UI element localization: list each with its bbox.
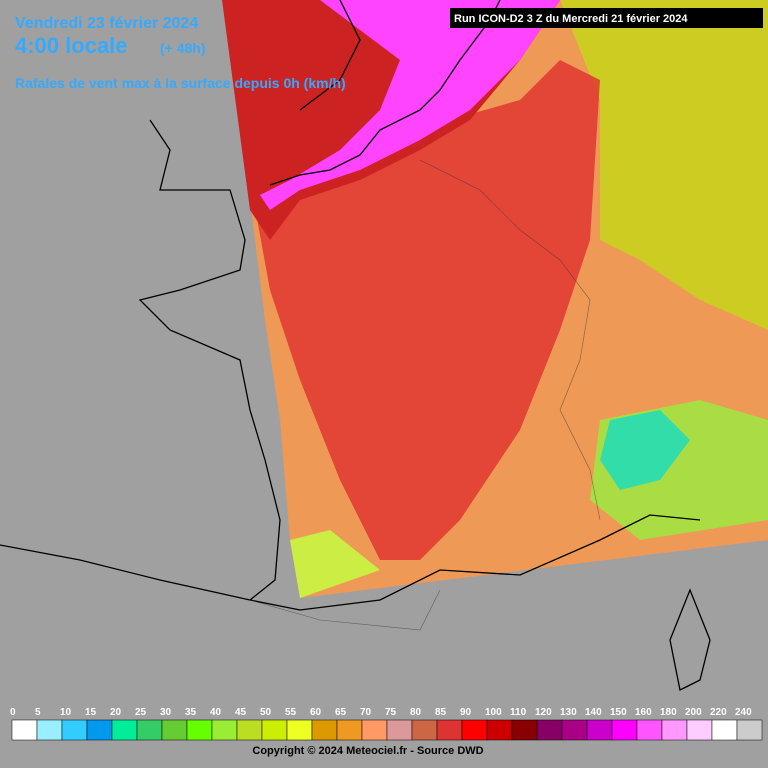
copyright: Copyright © 2024 Meteociel.fr - Source D… [252,745,483,757]
coastline-england [299,0,361,111]
legend-label: 45 [235,707,247,718]
legend-label: 10 [60,707,72,718]
legend-swatch [161,719,188,741]
legend-swatch [111,719,138,741]
wind-field-calm [600,410,690,490]
wind-field-southwest [290,530,380,598]
legend-swatch [461,719,488,741]
legend-label: 220 [710,707,727,718]
legend-label: 240 [735,707,752,718]
legend-swatch [11,719,38,741]
legend-label: 180 [660,707,677,718]
legend-label: 90 [460,707,472,718]
legend-label: 80 [410,707,422,718]
legend-swatch [661,719,688,741]
legend-swatch [311,719,338,741]
lead-time: (+ 48h) [160,40,206,56]
legend-label: 15 [85,707,97,718]
legend-swatch [561,719,588,741]
legend-swatch [186,719,213,741]
legend-swatch [86,719,113,741]
legend-swatch [236,719,263,741]
legend-swatch [436,719,463,741]
legend-label: 160 [635,707,652,718]
legend-label: 70 [360,707,372,718]
legend-label: 140 [585,707,602,718]
legend-swatch [411,719,438,741]
legend-swatch [61,719,88,741]
border-east [419,159,601,521]
legend-swatch [486,719,513,741]
legend-label: 65 [335,707,347,718]
legend-label: 200 [685,707,702,718]
legend-label: 0 [10,707,16,718]
legend-label: 120 [535,707,552,718]
legend-swatch [361,719,388,741]
legend-swatch [511,719,538,741]
legend-label: 20 [110,707,122,718]
legend-swatch [611,719,638,741]
legend-label: 150 [610,707,627,718]
legend-swatch [136,719,163,741]
legend-swatch [586,719,613,741]
borders [249,159,601,631]
legend-swatch [686,719,713,741]
legend-label: 100 [485,707,502,718]
date: Vendredi 23 février 2024 [15,15,198,32]
legend-swatch [711,719,738,741]
legend-swatch [286,719,313,741]
coastlines [0,0,711,691]
legend-swatch [736,719,763,741]
legend-label: 50 [260,707,272,718]
coastline-west [138,119,281,601]
legend-label: 55 [285,707,297,718]
corsica [669,588,711,691]
legend: 0 5 10 15 20 25 30 35 40 45 50 55 60 65 70 75 80 85 90 100 1… [10,707,763,741]
time: 4:00 locale [15,33,128,58]
coastline-south [0,514,701,611]
legend-label: 130 [560,707,577,718]
legend-label: 110 [510,707,527,718]
subtitle: Rafales de vent max à la surface depuis … [15,75,346,91]
legend-swatch [36,719,63,741]
border-spain [249,589,441,631]
wind-field-magenta [260,0,560,210]
legend-swatch [211,719,238,741]
legend-swatch [536,719,563,741]
run-info: Run ICON-D2 3 Z du Mercredi 21 février 2… [454,13,688,25]
model-domain [222,0,768,598]
legend-label: 60 [310,707,322,718]
legend-label: 40 [210,707,222,718]
legend-swatch [336,719,363,741]
run-box [450,8,763,28]
legend-swatch [386,719,413,741]
coastline-channel [269,0,501,186]
legend-label: 35 [185,707,197,718]
legend-swatch [261,719,288,741]
legend-label: 5 [35,707,41,718]
legend-label: 75 [385,707,397,718]
wind-field-east [560,0,768,330]
legend-label: 25 [135,707,147,718]
legend-label: 30 [160,707,172,718]
legend-swatch [636,719,663,741]
legend-label: 85 [435,707,447,718]
